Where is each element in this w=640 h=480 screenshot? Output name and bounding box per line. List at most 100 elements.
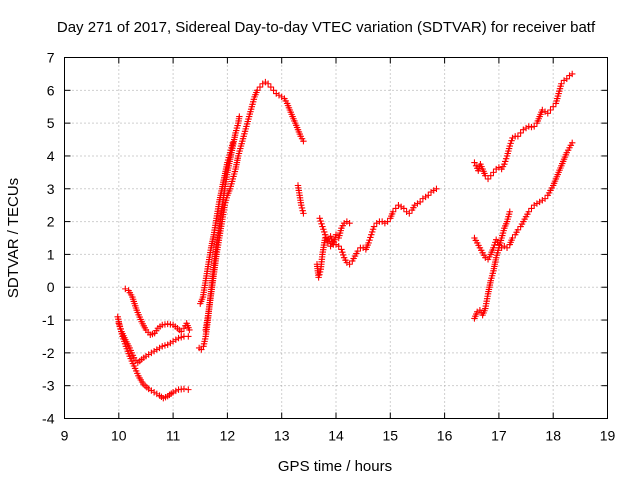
data-point — [508, 137, 515, 144]
y-tick-label: 3 — [47, 181, 55, 197]
plot-frame — [64, 57, 608, 419]
data-point — [175, 334, 182, 342]
y-tick-label: 6 — [47, 82, 55, 98]
data-point — [185, 333, 192, 340]
data-point — [367, 234, 374, 241]
data-point — [178, 334, 185, 341]
data-point — [335, 243, 342, 250]
data-point — [315, 274, 322, 281]
data-point — [416, 198, 424, 206]
data-point — [482, 172, 489, 179]
data-point — [514, 226, 522, 233]
data-point — [406, 210, 413, 217]
data-point — [116, 322, 123, 330]
data-point — [433, 185, 440, 192]
data-point — [550, 103, 557, 110]
x-tick-label: 12 — [220, 428, 236, 444]
data-point — [159, 343, 166, 350]
y-axis-label: SDTVAR / TECUs — [5, 178, 22, 298]
series-arc-3 — [115, 320, 192, 366]
x-tick-label: 19 — [600, 428, 616, 444]
data-point — [117, 325, 124, 332]
data-point — [324, 239, 332, 247]
data-point — [180, 385, 188, 393]
data-point — [316, 268, 324, 276]
data-point — [178, 328, 185, 335]
data-point — [339, 249, 346, 256]
data-point — [370, 223, 378, 230]
chart-title: Day 271 of 2017, Sidereal Day-to-day VTE… — [57, 19, 596, 36]
y-tick-label: 7 — [47, 50, 55, 66]
data-point — [300, 210, 307, 217]
data-point — [517, 129, 524, 137]
y-tick-label: 5 — [47, 115, 55, 131]
data-point — [365, 239, 372, 247]
data-point — [267, 83, 275, 91]
data-point — [425, 192, 432, 199]
data-point — [471, 159, 478, 166]
data-point — [318, 220, 325, 227]
data-point — [490, 169, 497, 176]
x-tick-label: 17 — [491, 428, 507, 444]
data-point — [122, 285, 129, 293]
data-point — [541, 195, 549, 202]
data-point — [322, 234, 330, 241]
data-point — [317, 217, 324, 225]
data-point — [256, 83, 264, 91]
data-point — [236, 113, 243, 120]
data-point — [319, 223, 326, 230]
y-tick-label: 1 — [47, 246, 55, 262]
data-point — [316, 215, 323, 222]
x-tick-label: 11 — [166, 428, 181, 444]
data-point — [298, 204, 306, 212]
data-point — [316, 271, 323, 278]
data-point — [558, 80, 565, 87]
series-arc-12 — [471, 208, 513, 322]
x-tick-label: 10 — [111, 428, 127, 444]
data-point — [569, 70, 576, 78]
data-point — [509, 234, 516, 242]
data-point — [330, 238, 337, 245]
data-point — [254, 87, 261, 94]
series-arc-6 — [202, 78, 307, 334]
data-point — [320, 226, 327, 233]
y-tick-label: -1 — [42, 312, 55, 328]
data-point — [321, 231, 329, 238]
data-point — [389, 208, 397, 215]
data-point — [563, 75, 570, 83]
data-point — [502, 155, 510, 162]
y-tick-label: -2 — [42, 345, 55, 361]
data-point — [229, 139, 237, 147]
data-point — [501, 160, 508, 168]
series-arc-2 — [122, 285, 193, 339]
data-point — [569, 139, 576, 147]
data-point — [299, 207, 306, 214]
data-point — [186, 326, 193, 334]
series-arc-1 — [114, 313, 192, 402]
data-point — [400, 205, 408, 212]
data-point — [484, 175, 492, 183]
data-point — [270, 87, 277, 94]
data-point — [264, 80, 272, 87]
data-point — [346, 220, 353, 227]
series-arc-11 — [471, 139, 576, 263]
data-point — [530, 123, 538, 130]
data-point — [369, 226, 377, 233]
data-point — [506, 142, 513, 150]
data-point — [340, 251, 347, 259]
x-tick-label: 13 — [274, 428, 290, 444]
data-point — [507, 140, 514, 147]
y-tick-label: 4 — [47, 148, 55, 164]
x-axis-label: GPS time / hours — [278, 458, 392, 475]
x-tick-label: 16 — [437, 428, 453, 444]
data-point — [172, 387, 180, 395]
data-point — [321, 228, 328, 236]
series-arc-10 — [471, 70, 576, 183]
data-point — [169, 389, 177, 396]
x-tick-label: 14 — [328, 428, 344, 444]
data-point — [514, 133, 522, 140]
data-point — [300, 137, 307, 145]
y-tick-label: 0 — [47, 279, 55, 295]
